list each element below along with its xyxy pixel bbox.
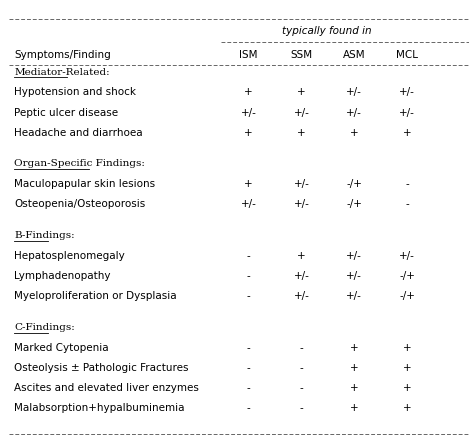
Text: MCL: MCL	[396, 50, 418, 60]
Text: Mediator-Related:: Mediator-Related:	[14, 68, 109, 77]
Text: -: -	[246, 403, 250, 414]
Text: Hepatosplenomegaly: Hepatosplenomegaly	[14, 251, 125, 261]
Text: +: +	[403, 383, 411, 393]
Text: -: -	[300, 343, 303, 352]
Text: +/-: +/-	[346, 88, 362, 97]
Text: +/-: +/-	[399, 251, 415, 261]
Text: typically found in: typically found in	[282, 26, 372, 36]
Text: -: -	[300, 363, 303, 373]
Text: Osteolysis ± Pathologic Fractures: Osteolysis ± Pathologic Fractures	[14, 363, 189, 373]
Text: -: -	[405, 199, 409, 209]
Text: -/+: -/+	[399, 291, 415, 301]
Text: +/-: +/-	[293, 271, 310, 281]
Text: -: -	[246, 343, 250, 352]
Text: C-Findings:: C-Findings:	[14, 323, 75, 332]
Text: +: +	[350, 383, 359, 393]
Text: Malabsorption+hypalbuminemia: Malabsorption+hypalbuminemia	[14, 403, 184, 414]
Text: +/-: +/-	[399, 88, 415, 97]
Text: Myeloproliferation or Dysplasia: Myeloproliferation or Dysplasia	[14, 291, 177, 301]
Text: +: +	[350, 363, 359, 373]
Text: -: -	[246, 291, 250, 301]
Text: +: +	[350, 343, 359, 352]
Text: Hypotension and shock: Hypotension and shock	[14, 88, 136, 97]
Text: +/-: +/-	[293, 199, 310, 209]
Text: Organ-Specific Findings:: Organ-Specific Findings:	[14, 159, 145, 169]
Text: -: -	[246, 383, 250, 393]
Text: Headache and diarrhoea: Headache and diarrhoea	[14, 128, 143, 138]
Text: +/-: +/-	[346, 291, 362, 301]
Text: Maculopapular skin lesions: Maculopapular skin lesions	[14, 179, 155, 189]
Text: +: +	[244, 88, 253, 97]
Text: B-Findings:: B-Findings:	[14, 231, 75, 240]
Text: +/-: +/-	[346, 251, 362, 261]
Text: Ascites and elevated liver enzymes: Ascites and elevated liver enzymes	[14, 383, 199, 393]
Text: +/-: +/-	[241, 199, 256, 209]
Text: +/-: +/-	[241, 108, 256, 117]
Text: -: -	[246, 271, 250, 281]
Text: +: +	[403, 403, 411, 414]
Text: +: +	[403, 128, 411, 138]
Text: +/-: +/-	[346, 108, 362, 117]
Text: +: +	[350, 128, 359, 138]
Text: +: +	[350, 403, 359, 414]
Text: -: -	[246, 363, 250, 373]
Text: +: +	[244, 128, 253, 138]
Text: +: +	[297, 128, 306, 138]
Text: +/-: +/-	[293, 291, 310, 301]
Text: +: +	[403, 363, 411, 373]
Text: -/+: -/+	[399, 271, 415, 281]
Text: +: +	[297, 251, 306, 261]
Text: +/-: +/-	[293, 179, 310, 189]
Text: +: +	[403, 343, 411, 352]
Text: ISM: ISM	[239, 50, 258, 60]
Text: Peptic ulcer disease: Peptic ulcer disease	[14, 108, 118, 117]
Text: +: +	[297, 88, 306, 97]
Text: Symptoms/Finding: Symptoms/Finding	[14, 50, 111, 60]
Text: +/-: +/-	[399, 108, 415, 117]
Text: +: +	[244, 179, 253, 189]
Text: SSM: SSM	[291, 50, 312, 60]
Text: +/-: +/-	[293, 108, 310, 117]
Text: Lymphadenopathy: Lymphadenopathy	[14, 271, 110, 281]
Text: -: -	[405, 179, 409, 189]
Text: +/-: +/-	[346, 271, 362, 281]
Text: ASM: ASM	[343, 50, 365, 60]
Text: -/+: -/+	[346, 179, 362, 189]
Text: Marked Cytopenia: Marked Cytopenia	[14, 343, 109, 352]
Text: -/+: -/+	[346, 199, 362, 209]
Text: -: -	[246, 251, 250, 261]
Text: -: -	[300, 383, 303, 393]
Text: Osteopenia/Osteoporosis: Osteopenia/Osteoporosis	[14, 199, 146, 209]
Text: -: -	[300, 403, 303, 414]
